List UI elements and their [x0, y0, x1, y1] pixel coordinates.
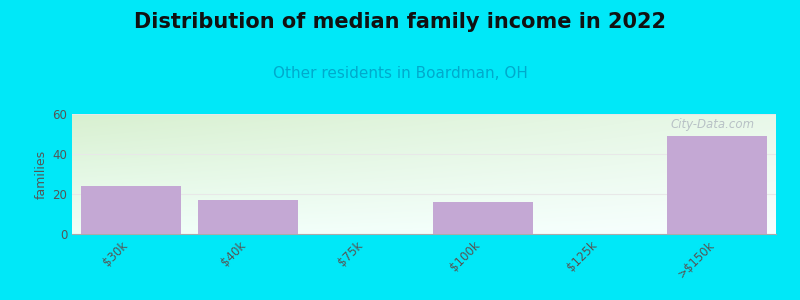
- Bar: [667, 136, 767, 234]
- Y-axis label: families: families: [35, 149, 48, 199]
- Text: Distribution of median family income in 2022: Distribution of median family income in …: [134, 12, 666, 32]
- Bar: [198, 200, 298, 234]
- Text: City-Data.com: City-Data.com: [670, 118, 755, 130]
- Bar: [81, 186, 181, 234]
- Bar: [433, 202, 533, 234]
- Text: Other residents in Boardman, OH: Other residents in Boardman, OH: [273, 66, 527, 81]
